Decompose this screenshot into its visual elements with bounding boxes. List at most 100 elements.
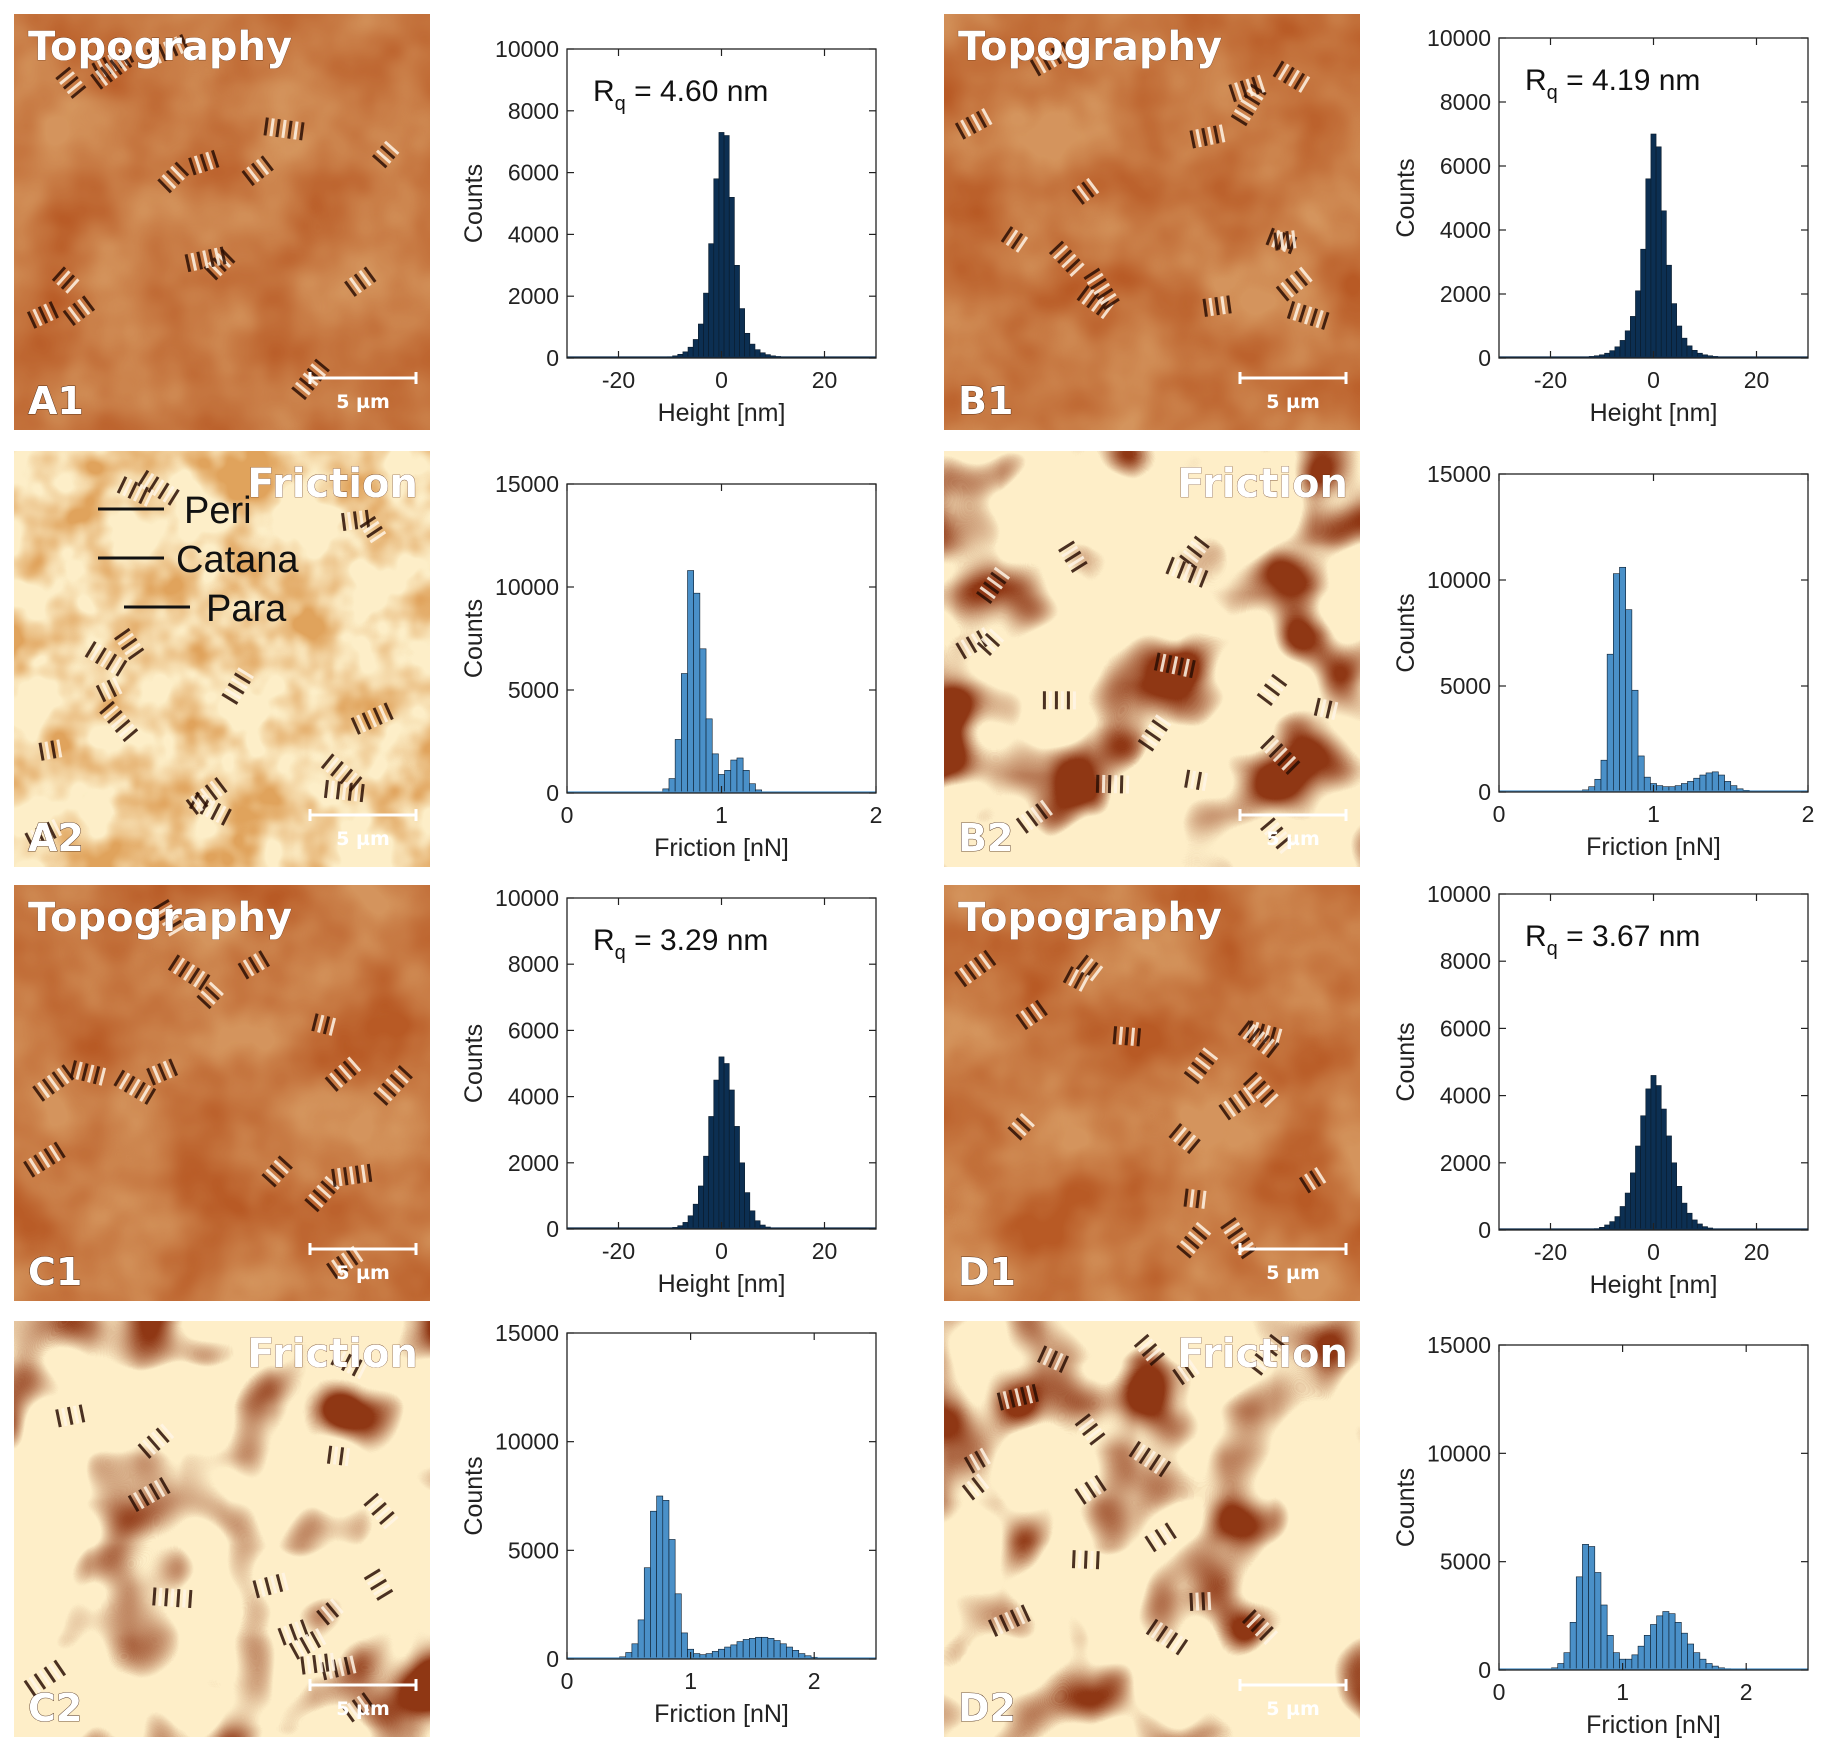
x-tick-label: 0 <box>1647 367 1660 393</box>
histogram-bar <box>1687 1643 1694 1671</box>
stripe-feature <box>51 266 80 294</box>
histogram-bar <box>1619 566 1626 793</box>
stripe-feature <box>1179 535 1210 568</box>
histogram-bar <box>1676 325 1683 359</box>
plot-frame <box>566 1332 877 1660</box>
stripe-feature <box>1015 799 1054 834</box>
stripe-feature <box>963 1447 991 1474</box>
stripe-feature <box>976 628 1005 657</box>
histogram-bar <box>1630 1172 1636 1231</box>
y-tick-label: 0 <box>1478 1217 1491 1243</box>
histogram-bar <box>1645 178 1652 359</box>
stripe-feature <box>1247 1333 1286 1376</box>
histogram-bar <box>1681 337 1688 359</box>
histogram-bar <box>705 718 713 794</box>
histogram-bar <box>1637 1645 1645 1671</box>
histogram-bar <box>1655 1085 1662 1231</box>
stripe-feature <box>1042 691 1076 710</box>
x-tick-label: 2 <box>808 1668 821 1694</box>
y-tick-label: 10000 <box>1427 25 1491 51</box>
stripe-feature <box>1256 673 1288 707</box>
stripe-feature <box>1076 285 1114 320</box>
histogram-bar <box>1681 1632 1688 1671</box>
histogram-bar <box>1619 340 1626 359</box>
stripe-feature <box>1074 1474 1107 1505</box>
stripe-feature <box>320 753 363 792</box>
histogram-bar <box>1640 248 1647 359</box>
y-axis-label: Counts <box>460 1024 488 1103</box>
stripe-feature <box>237 950 271 980</box>
histogram-bar <box>1640 1115 1647 1231</box>
x-tick-label: 0 <box>1493 1679 1506 1705</box>
histogram-bar <box>650 1510 657 1660</box>
stripe-feature <box>1048 240 1085 277</box>
histogram-bar <box>1686 1212 1693 1231</box>
legend-label-peri: Peri <box>184 490 252 532</box>
y-axis-label: Counts <box>460 599 488 678</box>
y-tick-label: 4000 <box>1440 217 1491 243</box>
y-axis-label: Counts <box>460 1456 488 1535</box>
histogram-bar <box>1671 1162 1677 1231</box>
stripe-feature <box>127 1477 171 1513</box>
stripe-feature <box>1095 774 1130 794</box>
stripe-feature <box>62 295 96 327</box>
histogram-bar <box>708 243 715 359</box>
scale-bar-label: 5 µm <box>1266 391 1320 413</box>
y-tick-label: 10000 <box>495 1429 559 1455</box>
y-tick-label: 15000 <box>495 471 559 497</box>
histogram-bar <box>698 1185 704 1230</box>
histogram-bar <box>1705 772 1713 793</box>
stripe-feature <box>113 1069 157 1105</box>
histogram-bar <box>692 339 699 359</box>
x-tick-label: 20 <box>812 1238 838 1264</box>
phase-legend: Peri Catana Para <box>98 490 299 630</box>
stripe-feature <box>1075 954 1104 982</box>
histogram-bar <box>718 132 725 359</box>
x-axis-label: Friction [nN] <box>654 834 789 862</box>
stripe-feature <box>1000 226 1029 253</box>
stripe-feature <box>1071 177 1100 205</box>
histogram-bar <box>1624 330 1631 359</box>
histogram-bar <box>687 346 694 359</box>
histogram-d1-hist: -20 0 20 0 2000 4000 6000 8000 10000 Height [nm] C… <box>1392 881 1809 1299</box>
histogram-bar <box>1637 755 1645 793</box>
histogram-bar <box>631 1643 639 1660</box>
stripe-feature <box>1273 230 1297 251</box>
histogram-bar <box>718 1056 725 1230</box>
stripe-feature <box>1074 1413 1106 1446</box>
scale-bar-label: 5 µm <box>1266 828 1320 850</box>
histogram-bar <box>656 1495 664 1660</box>
histogram-bar <box>1666 1135 1672 1231</box>
histogram-bar <box>1660 210 1667 359</box>
stripe-feature <box>113 627 145 661</box>
histogram-bar <box>755 1636 762 1660</box>
stripe-feature <box>188 149 220 176</box>
histogram-bar <box>1624 1192 1631 1231</box>
afm-image-c1: Topography C1 5 µm <box>14 885 430 1301</box>
histogram-bar <box>786 1646 793 1660</box>
stripe-feature <box>24 818 63 850</box>
x-axis-label: Height [nm] <box>658 1270 786 1298</box>
y-tick-label: 8000 <box>508 98 559 124</box>
stripe-feature <box>1237 1020 1280 1059</box>
image-title: Friction <box>247 461 418 507</box>
histogram-bar <box>1575 1576 1583 1671</box>
afm-image-b1: Topography B1 5 µm <box>944 14 1360 430</box>
stripe-feature <box>23 1659 67 1697</box>
scale-bar: 5 µm <box>308 372 418 413</box>
stripe-feature <box>1007 1112 1035 1141</box>
y-axis-label: Counts <box>1392 1022 1420 1101</box>
histogram-bar <box>1643 776 1651 793</box>
afm-images: Topography A1 5 µm Friction A2 5 µm Peri Catana… <box>14 14 1360 1737</box>
histogram-bar <box>1635 1145 1641 1231</box>
x-tick-label: 0 <box>1493 801 1506 827</box>
histogram-bar <box>1693 777 1701 793</box>
afm-image-a2: Friction A2 5 µm Peri Catana Para <box>14 451 430 867</box>
histogram-bar <box>1625 1658 1633 1671</box>
rq-annotation: Rq = 3.29 nm <box>593 924 768 964</box>
afm-image-a1: Topography A1 5 µm <box>14 14 430 430</box>
stripe-feature <box>84 640 128 677</box>
y-tick-label: 0 <box>1478 345 1491 371</box>
stripe-feature <box>1260 817 1296 855</box>
